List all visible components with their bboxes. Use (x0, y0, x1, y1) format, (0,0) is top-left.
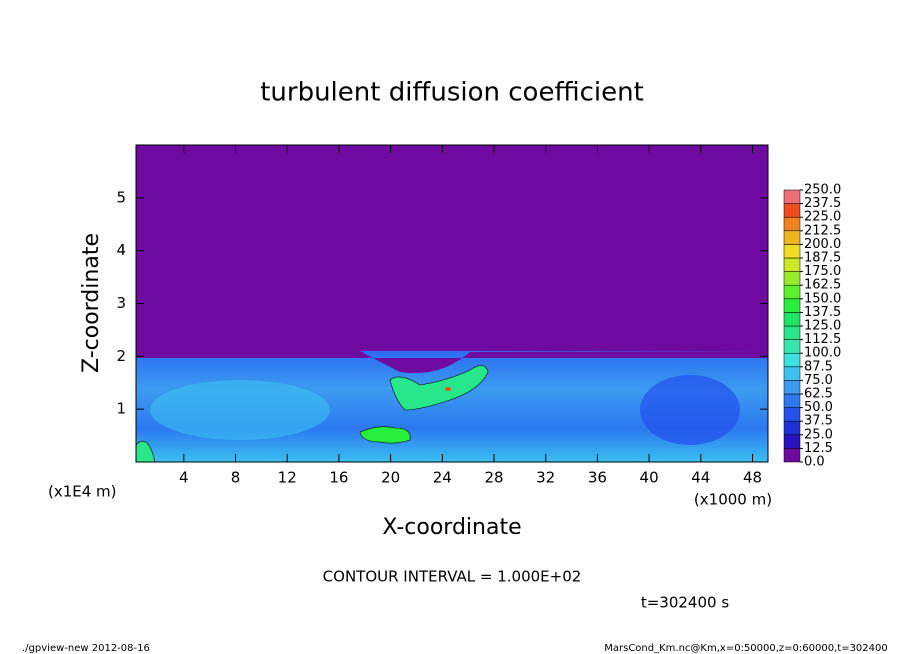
colorbar-label: 37.5 (804, 414, 833, 429)
colorbar-label: 162.5 (804, 278, 841, 293)
colorbar-bin (783, 339, 801, 354)
x-unit: (x1000 m) (694, 491, 772, 509)
colorbar-bin (783, 434, 801, 449)
colorbar-bin (783, 257, 801, 272)
colorbar-label: 50.0 (804, 400, 833, 415)
colorbar-bin (783, 203, 801, 218)
field-peak (445, 387, 451, 391)
field-blob (389, 365, 489, 411)
colorbar-bin (783, 325, 801, 340)
x-tick-label: 4 (179, 469, 189, 487)
y-tick-label: 4 (116, 241, 126, 259)
colorbar-label: 75.0 (804, 373, 833, 388)
x-tick-label: 40 (640, 469, 659, 487)
y-tick-label: 5 (116, 188, 126, 206)
x-tick-label: 24 (433, 469, 452, 487)
field (135, 145, 768, 463)
y-tick-label: 2 (116, 347, 126, 365)
colorbar-label: 187.5 (804, 251, 841, 266)
y-unit: (x1E4 m) (48, 483, 117, 501)
colorbar-bin (783, 448, 801, 463)
time-label: t=302400 s (641, 594, 729, 612)
colorbar-bin (783, 407, 801, 422)
colorbar-label: 0.0 (804, 455, 825, 470)
colorbar-label: 250.0 (804, 183, 841, 198)
field-swirl (640, 375, 740, 445)
colorbar-label: 150.0 (804, 291, 841, 306)
colorbar-label: 87.5 (804, 359, 833, 374)
colorbar-bin (783, 216, 801, 232)
x-tick-label: 48 (743, 469, 762, 487)
x-tick-label: 16 (329, 469, 348, 487)
colorbar-label: 200.0 (804, 237, 841, 252)
y-tick-label: 3 (116, 294, 126, 312)
y-axis-label: Z-coordinate (79, 233, 104, 373)
field-swirl (150, 380, 330, 440)
x-tick-label: 32 (536, 469, 555, 487)
colorbar-label: 225.0 (804, 210, 841, 225)
colorbar-bin (783, 352, 801, 368)
colorbar-bin (783, 271, 801, 286)
colorbar-bin (783, 230, 801, 245)
x-tick-label: 20 (381, 469, 400, 487)
colorbar-label: 25.0 (804, 427, 833, 442)
chart-title: turbulent diffusion coefficient (260, 78, 644, 108)
x-tick-label: 28 (484, 469, 503, 487)
field-upper-edge (136, 351, 768, 374)
contour-interval: CONTOUR INTERVAL = 1.000E+02 (323, 568, 582, 586)
colorbar-bin (783, 284, 801, 300)
footer-left: ./gpview-new 2012-08-16 (22, 643, 150, 654)
colorbar-label: 125.0 (804, 319, 841, 334)
x-tick-label: 8 (231, 469, 241, 487)
colorbar-bin (783, 298, 801, 313)
colorbar-bin (783, 312, 801, 327)
colorbar-bin (783, 393, 801, 408)
colorbar-label: 212.5 (804, 223, 841, 238)
footer-right: MarsCond_Km.nc@Km,x=0:50000,z=0:60000,t=… (604, 643, 888, 654)
colorbar-bin (783, 189, 801, 204)
colorbar-bin (783, 366, 801, 381)
colorbar-label: 137.5 (804, 305, 841, 320)
colorbar-label: 175.0 (804, 264, 841, 279)
colorbar-bin (783, 380, 801, 395)
y-tick-label: 1 (116, 400, 126, 418)
x-tick-label: 44 (691, 469, 710, 487)
x-tick-label: 36 (588, 469, 607, 487)
colorbar-label: 112.5 (804, 332, 841, 347)
colorbar-label: 12.5 (804, 441, 833, 456)
colorbar-bin (783, 244, 801, 259)
field-blob (359, 426, 411, 444)
field-lower (136, 351, 768, 462)
colorbar-label: 100.0 (804, 346, 841, 361)
x-axis-label: X-coordinate (382, 515, 521, 540)
colorbar-label: 62.5 (804, 387, 833, 402)
colorbar-bin (783, 420, 801, 436)
x-tick-label: 12 (278, 469, 297, 487)
colorbar-label: 237.5 (804, 196, 841, 211)
